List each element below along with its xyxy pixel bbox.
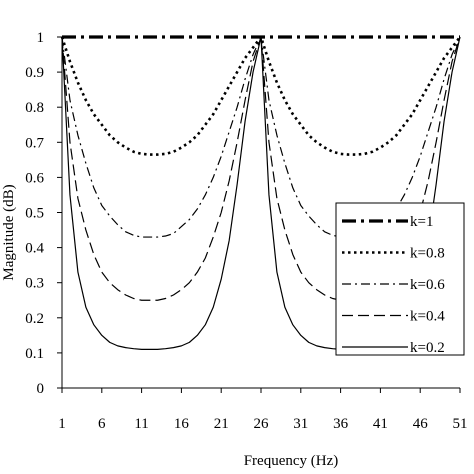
y-tick-label: 0.6 (25, 170, 44, 186)
x-tick-label: 51 (453, 416, 468, 432)
x-tick-label: 1 (58, 416, 66, 432)
x-tick-label: 36 (333, 416, 349, 432)
y-tick-label: 0.9 (25, 65, 44, 81)
y-tick-label: 0.8 (25, 100, 44, 116)
legend: k=1 k=0.8 k=0.6 k=0.4 k=0.2 (335, 202, 465, 356)
legend-label: k=0.8 (410, 246, 445, 262)
x-tick-label: 46 (413, 416, 429, 432)
legend-label: k=1 (410, 214, 433, 230)
tick-labels: 00.10.20.30.40.50.60.70.80.911 6 11 16 21 26 3… (25, 30, 467, 432)
y-tick-label: 0.4 (25, 241, 44, 257)
legend-label: k=0.4 (410, 309, 445, 325)
series-line-2 (60, 35, 462, 156)
x-tick-label: 16 (174, 416, 190, 432)
axes (57, 36, 461, 393)
x-tick-label: 6 (98, 416, 106, 432)
y-tick-label: 0.7 (25, 135, 44, 151)
y-tick-label: 0.2 (25, 311, 44, 327)
legend-label: k=0.6 (410, 277, 445, 293)
y-tick-label: 0.5 (25, 206, 44, 222)
x-tick-label: 41 (373, 416, 388, 432)
legend-box (335, 202, 465, 356)
y-tick-label: 0 (37, 381, 45, 397)
y-tick-label: 1 (37, 30, 45, 46)
y-tick-label: 0.1 (25, 346, 44, 362)
y-axis-title: Magnitude (dB) (1, 184, 17, 280)
x-axis-title: Frequency (Hz) (244, 453, 339, 469)
x-tick-label: 31 (293, 416, 308, 432)
x-tick-label: 26 (254, 416, 270, 432)
x-tick-label: 11 (134, 416, 148, 432)
legend-label: k=0.2 (410, 340, 445, 356)
y-tick-label: 0.3 (25, 276, 44, 292)
x-tick-label: 21 (214, 416, 229, 432)
